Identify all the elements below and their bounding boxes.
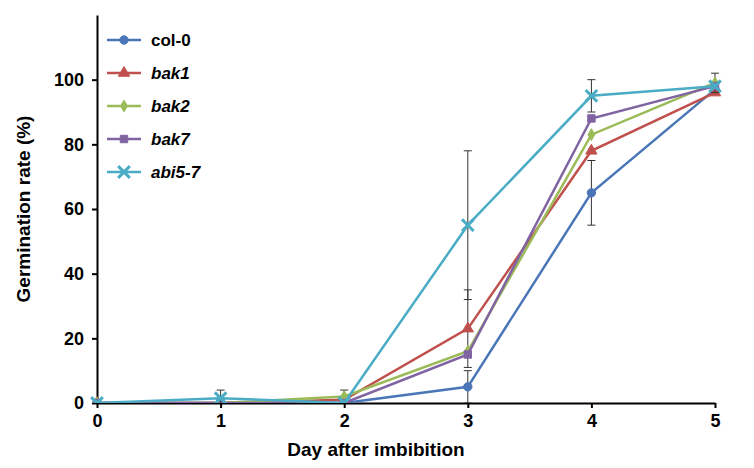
data-layer [91,73,721,403]
data-point [91,397,103,403]
tick: 80 [64,135,97,155]
tick-mark [92,144,97,146]
series-line [97,86,715,403]
tick: 1 [216,403,226,431]
series [94,73,719,403]
y-axis-title: Germination rate (%) [13,116,34,303]
tick: 40 [64,264,97,284]
data-point [588,115,595,122]
data-point [215,392,227,403]
series [93,85,719,403]
legend-swatch-marker [118,66,129,76]
error-bar-cap [464,370,472,371]
legend-item: bak7 [107,130,191,149]
error-bar [587,161,595,226]
legend-swatch-marker [120,36,128,44]
legend-item: bak2 [107,97,190,116]
legend-label: col-0 [151,31,191,50]
tick-mark [591,403,593,408]
legend: col-0 bak1 bak2 bak7 abi5-7 [107,31,202,182]
error-bar-cap [711,73,719,74]
plot: 0 1 2 3 4 5 0 20 40 60 80 100 col-0 bak1 bak2 bak7 abi5-… [54,16,721,431]
legend-item: col-0 [107,31,191,50]
tick: 20 [64,329,97,349]
tick-label: 80 [64,135,84,155]
y-axis: 0 20 40 60 80 100 [54,16,98,414]
tick-label: 60 [64,199,84,219]
tick-label: 40 [64,264,84,284]
error-bar-cap [711,92,719,93]
error-bar-cap [464,367,472,368]
tick-mark [92,338,97,340]
data-point [462,322,473,332]
data-point [587,189,595,197]
tick-label: 1 [216,411,226,431]
legend-label: bak1 [151,64,190,83]
error-bar-cap [464,403,472,404]
legend-swatch-marker [121,100,128,112]
tick: 0 [74,393,97,413]
data-point [586,144,597,154]
series [91,86,720,403]
legend-swatch-marker [120,135,127,142]
data-point [464,351,471,358]
data-point [588,129,595,141]
legend-swatch-marker [118,166,130,178]
data-point [586,90,598,102]
tick-label: 3 [463,411,473,431]
tick-mark [92,79,97,81]
tick: 60 [64,199,97,219]
tick-mark [92,273,97,275]
x-axis-title: Day after imbibition [287,439,464,460]
error-bar-cap [587,160,595,161]
legend-label: bak2 [151,97,190,116]
series-line [97,86,715,403]
legend-label: bak7 [151,130,191,149]
x-axis: 0 1 2 3 4 5 [92,403,720,431]
chart: 0 1 2 3 4 5 0 20 40 60 80 100 col-0 bak1 bak2 bak7 abi5-… [0,0,754,468]
error-bar-cap [217,390,225,391]
tick-mark [715,403,717,408]
error-bar-cap [464,150,472,151]
data-point [338,397,350,403]
error-bar-cap [587,79,595,80]
tick: 100 [54,70,97,90]
series-line [97,93,715,403]
tick-label: 100 [54,70,84,90]
tick-mark [467,403,469,408]
tick-mark [92,209,97,211]
tick: 0 [92,403,102,431]
data-point [464,383,472,391]
tick-mark [344,403,346,408]
tick: 5 [710,403,720,431]
error-bar-cap [587,112,595,113]
tick-label: 0 [92,411,102,431]
error-bar [464,371,472,403]
tick-label: 20 [64,329,84,349]
legend-item: bak1 [107,64,190,83]
series [93,82,718,403]
tick: 3 [463,403,473,431]
error-bar-cap [587,225,595,226]
tick-label: 5 [710,411,720,431]
tick-mark [220,403,222,408]
tick: 4 [587,403,597,431]
data-point [462,219,474,231]
data-point [709,80,721,92]
legend-label: abi5-7 [151,163,202,182]
series-line [97,89,715,403]
error-bar-cap [464,299,472,300]
tick-label: 4 [587,411,597,431]
series-line [97,83,715,403]
tick-label: 0 [74,393,84,413]
tick-label: 2 [340,411,350,431]
legend-item: abi5-7 [107,163,202,182]
tick: 2 [340,403,350,431]
series [91,80,721,403]
